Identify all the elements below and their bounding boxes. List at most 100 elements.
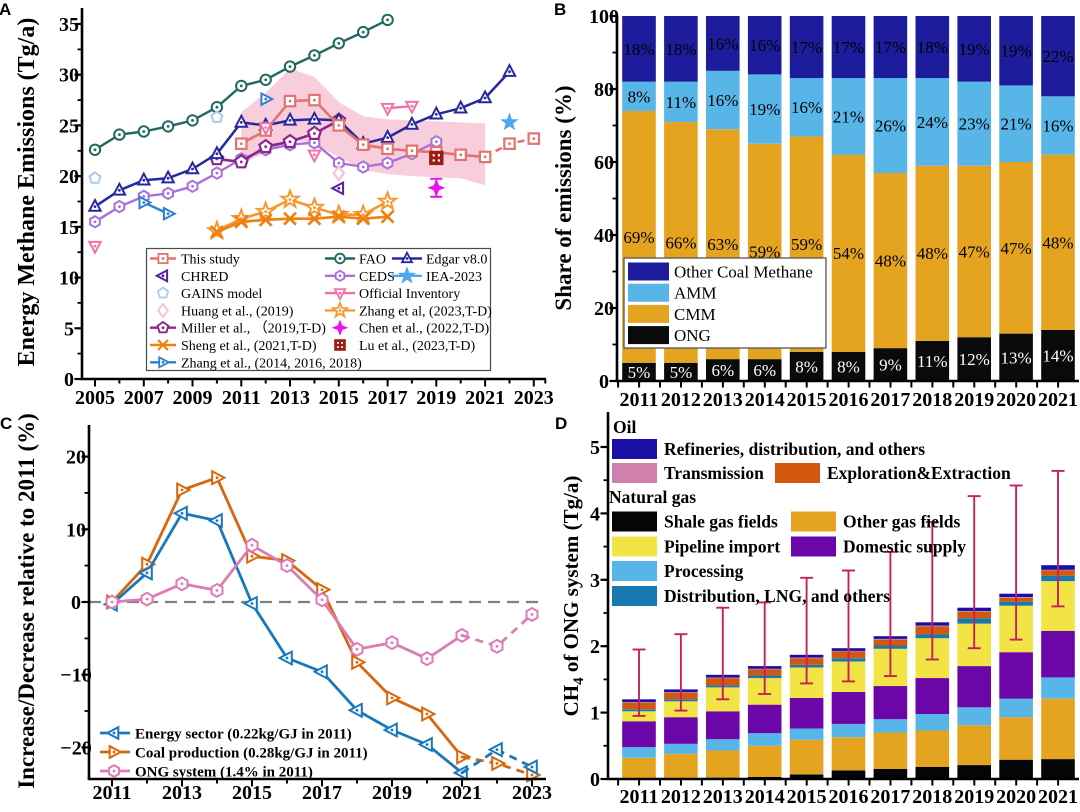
svg-text:2011: 2011 xyxy=(620,786,659,808)
svg-text:D: D xyxy=(555,414,567,433)
svg-text:20: 20 xyxy=(66,447,86,469)
svg-text:2015: 2015 xyxy=(787,389,827,411)
svg-text:59%: 59% xyxy=(749,242,780,261)
svg-text:Lu et al., (2023,T-D): Lu et al., (2023,T-D) xyxy=(359,339,475,354)
svg-text:C: C xyxy=(0,414,12,433)
svg-text:9%: 9% xyxy=(879,356,902,375)
svg-text:2009: 2009 xyxy=(173,387,213,409)
svg-text:5%: 5% xyxy=(670,363,693,382)
svg-text:−20: −20 xyxy=(60,737,91,759)
svg-text:19%: 19% xyxy=(959,40,990,59)
svg-text:16%: 16% xyxy=(1042,117,1073,136)
svg-text:40: 40 xyxy=(594,225,614,247)
svg-text:22%: 22% xyxy=(1042,47,1073,66)
svg-text:2023: 2023 xyxy=(514,387,554,409)
svg-text:66%: 66% xyxy=(665,233,696,252)
svg-text:−10: −10 xyxy=(60,665,91,687)
svg-text:18%: 18% xyxy=(623,40,654,59)
svg-text:18%: 18% xyxy=(665,40,696,59)
svg-text:30: 30 xyxy=(59,65,79,87)
svg-text:21%: 21% xyxy=(1001,115,1032,134)
svg-text:2: 2 xyxy=(590,636,600,658)
svg-text:5: 5 xyxy=(590,437,600,459)
svg-text:Transmission: Transmission xyxy=(664,463,764,483)
svg-text:2021: 2021 xyxy=(1038,786,1078,808)
svg-text:16%: 16% xyxy=(749,36,780,55)
svg-text:2020: 2020 xyxy=(996,389,1036,411)
svg-text:10: 10 xyxy=(59,268,79,290)
svg-text:Zhang et al, (2023,T-D): Zhang et al, (2023,T-D) xyxy=(359,304,492,319)
svg-text:2014: 2014 xyxy=(745,786,785,808)
svg-text:CH4 of ONG system (Tg/a): CH4 of ONG system (Tg/a) xyxy=(559,476,587,717)
svg-text:2012: 2012 xyxy=(661,389,701,411)
svg-text:Sheng et al., (2021,T-D): Sheng et al., (2021,T-D) xyxy=(181,339,317,354)
svg-text:Increase/Decrease relative to: Increase/Decrease relative to 2011 (%) xyxy=(14,413,39,789)
svg-text:11%: 11% xyxy=(666,93,697,112)
svg-text:2019: 2019 xyxy=(954,786,994,808)
svg-text:2005: 2005 xyxy=(75,387,115,409)
svg-text:14%: 14% xyxy=(1042,346,1073,365)
svg-text:2013: 2013 xyxy=(162,782,202,804)
svg-text:25: 25 xyxy=(59,115,79,137)
svg-text:48%: 48% xyxy=(1042,233,1073,252)
svg-text:12%: 12% xyxy=(959,350,990,369)
svg-text:2011: 2011 xyxy=(620,389,659,411)
svg-text:24%: 24% xyxy=(917,113,948,132)
svg-text:Shale gas fields: Shale gas fields xyxy=(664,512,778,532)
svg-text:Oil: Oil xyxy=(613,417,636,437)
svg-text:2016: 2016 xyxy=(829,389,869,411)
svg-text:6%: 6% xyxy=(753,361,776,380)
svg-text:0: 0 xyxy=(599,371,609,393)
svg-text:2017: 2017 xyxy=(368,387,408,409)
svg-text:15: 15 xyxy=(59,217,79,239)
svg-text:69%: 69% xyxy=(623,228,654,247)
svg-text:19%: 19% xyxy=(749,100,780,119)
svg-text:2017: 2017 xyxy=(870,786,910,808)
svg-text:FAO: FAO xyxy=(359,253,386,268)
svg-text:2017: 2017 xyxy=(870,389,910,411)
svg-text:1: 1 xyxy=(590,703,600,725)
svg-text:11%: 11% xyxy=(917,352,948,371)
svg-text:2017: 2017 xyxy=(302,782,342,804)
svg-text:Official Inventory: Official Inventory xyxy=(359,287,460,302)
svg-text:IEA-2023: IEA-2023 xyxy=(426,270,482,285)
svg-text:80: 80 xyxy=(594,79,614,101)
svg-text:2015: 2015 xyxy=(232,782,272,804)
svg-text:2007: 2007 xyxy=(124,387,164,409)
svg-text:2018: 2018 xyxy=(912,786,952,808)
svg-text:60: 60 xyxy=(594,152,614,174)
svg-text:2011: 2011 xyxy=(93,782,132,804)
svg-text:2018: 2018 xyxy=(912,389,952,411)
svg-text:21%: 21% xyxy=(833,107,864,126)
svg-text:Energy Methane Emissions (Tg/a: Energy Methane Emissions (Tg/a) xyxy=(14,18,40,367)
svg-text:Edgar v8.0: Edgar v8.0 xyxy=(426,253,487,268)
svg-text:Pipeline import: Pipeline import xyxy=(664,537,780,557)
svg-text:2013: 2013 xyxy=(703,389,743,411)
svg-text:48%: 48% xyxy=(875,252,906,271)
svg-text:GAINS model: GAINS model xyxy=(181,287,262,302)
svg-text:2019: 2019 xyxy=(954,389,994,411)
svg-text:16%: 16% xyxy=(707,34,738,53)
svg-text:CHRED: CHRED xyxy=(181,270,228,285)
svg-text:Miller et al., （2019,T-D): Miller et al., （2019,T-D) xyxy=(181,321,326,337)
svg-text:Domestic supply: Domestic supply xyxy=(843,537,966,557)
svg-text:8%: 8% xyxy=(795,357,818,376)
svg-text:59%: 59% xyxy=(791,235,822,254)
svg-text:Coal production (0.28kg/GJ in: Coal production (0.28kg/GJ in 2011) xyxy=(135,746,368,762)
svg-text:2015: 2015 xyxy=(787,786,827,808)
svg-text:2021: 2021 xyxy=(465,387,505,409)
svg-text:Huang et al., (2019): Huang et al., (2019) xyxy=(181,304,294,319)
svg-text:17%: 17% xyxy=(875,38,906,57)
svg-text:2019: 2019 xyxy=(372,782,412,804)
svg-text:Exploration&Extraction: Exploration&Extraction xyxy=(827,463,1011,483)
svg-text:100: 100 xyxy=(589,6,619,28)
svg-text:Natural gas: Natural gas xyxy=(609,487,696,507)
svg-text:Zhang et al., (2014, 2016, 201: Zhang et al., (2014, 2016, 2018) xyxy=(181,356,362,371)
svg-text:8%: 8% xyxy=(837,357,860,376)
svg-text:2012: 2012 xyxy=(661,786,701,808)
svg-text:CMM: CMM xyxy=(674,305,716,324)
svg-text:16%: 16% xyxy=(791,98,822,117)
svg-text:20: 20 xyxy=(594,298,614,320)
svg-text:2015: 2015 xyxy=(319,387,359,409)
svg-text:Refineries, distribution, and: Refineries, distribution, and others xyxy=(664,439,925,459)
